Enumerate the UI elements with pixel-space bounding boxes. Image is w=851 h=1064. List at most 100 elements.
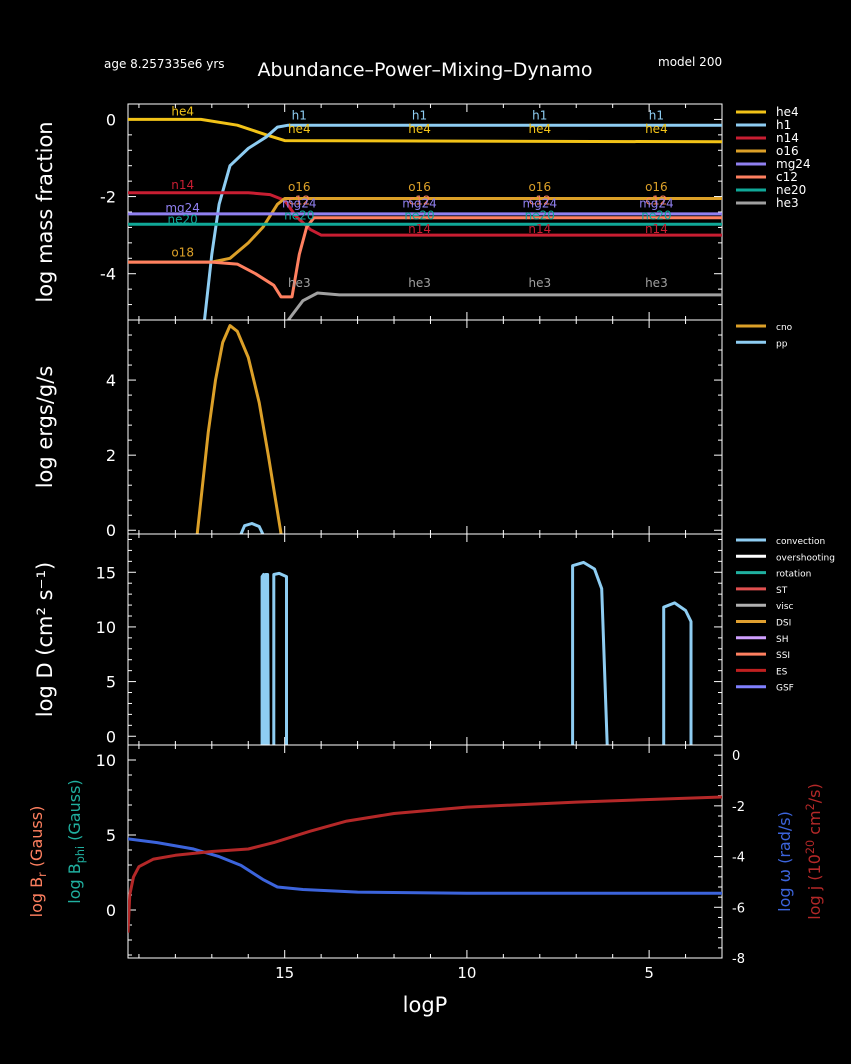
annotation-ne20: ne20 <box>641 209 671 223</box>
y-axis-label-power: log ergs/g/s <box>33 366 57 489</box>
annotation-n14: n14 <box>645 222 668 236</box>
annotation-o16: o16 <box>528 180 551 194</box>
y-axis-label-bphi-sub: log Bphi (Gauss) <box>65 779 87 903</box>
annotation-he4: he4 <box>288 122 311 136</box>
x-axis-label: logP <box>403 993 448 1017</box>
annotation-h1: h1 <box>532 108 547 122</box>
y-axis-label-abundance: log mass fraction <box>33 121 57 302</box>
panel-frame-mixing <box>127 533 723 746</box>
series-line-j <box>128 795 722 933</box>
y-tick-label: 0 <box>106 521 116 540</box>
legend-label-GSF: GSF <box>776 684 794 694</box>
y-tick-label: -4 <box>100 265 116 284</box>
legend-label-DSI: DSI <box>776 619 791 629</box>
y-tick-label: 10 <box>96 618 116 637</box>
panel-frame-power <box>127 319 723 535</box>
y-tick-label: 10 <box>96 751 116 770</box>
annotation-he4: he4 <box>528 122 551 136</box>
y-right-tick-label: -8 <box>732 952 745 967</box>
legend-label-ST: ST <box>776 586 788 596</box>
y-axis-label-omega: log ω (rad/s) <box>775 811 794 912</box>
series-line-he4 <box>128 117 722 144</box>
series-line-convection <box>662 601 693 745</box>
x-tick-label: 15 <box>275 964 294 982</box>
annotation-c12: c12 <box>645 193 667 207</box>
annotation-c12: c12 <box>529 193 551 207</box>
annotation-o16: o16 <box>408 180 431 194</box>
annotation-he4: he4 <box>645 122 668 136</box>
y-tick-label: 5 <box>106 826 116 845</box>
y-tick-label: 2 <box>106 446 116 465</box>
series-line-convection <box>571 560 609 745</box>
legend-label-SH: SH <box>776 635 788 645</box>
y-tick-label: 5 <box>106 673 116 692</box>
y-tick-label: 0 <box>106 110 116 129</box>
y-right-tick-label: -6 <box>732 901 745 916</box>
series-line-he3 <box>287 291 722 320</box>
series-line-convection <box>264 573 270 745</box>
annotation-c12: c12 <box>409 193 431 207</box>
annotation-c12: c12 <box>288 193 310 207</box>
legend-label-o16: o16 <box>776 144 799 158</box>
y-tick-label: 15 <box>96 563 116 582</box>
annotation-mg24: mg24 <box>639 196 674 210</box>
annotation-h1: h1 <box>292 108 307 122</box>
x-tick-label: 10 <box>457 964 476 982</box>
series-line-cno <box>195 324 283 534</box>
series-line-convection <box>260 573 267 745</box>
series-line-convection <box>272 571 288 745</box>
y-right-tick-label: -4 <box>732 851 745 866</box>
legend-label-overshooting: overshooting <box>776 553 835 563</box>
legend-label-he3: he3 <box>776 196 799 210</box>
annotation-h1: h1 <box>412 108 427 122</box>
legend-label-visc: visc <box>776 602 794 612</box>
legend-label-convection: convection <box>776 537 825 547</box>
annotation-n14: n14 <box>408 222 431 236</box>
chart-title: Abundance–Power–Mixing–Dynamo <box>258 59 593 81</box>
series-line-pp <box>239 522 265 534</box>
y-tick-label: 0 <box>106 727 116 746</box>
model-label: model 200 <box>658 55 722 69</box>
annotation-mg24: mg24 <box>402 196 437 210</box>
y-axis-label-j-sup: log j (1020 cm2/s) <box>804 783 824 919</box>
annotation-o16: o18 <box>171 245 194 259</box>
annotation-he3: he3 <box>408 276 431 290</box>
legend-label-ES: ES <box>776 667 788 677</box>
series-line-h1 <box>203 123 722 320</box>
y-right-tick-label: -2 <box>732 800 745 815</box>
annotation-he4: he4 <box>171 105 194 119</box>
annotation-mg24: mg24 <box>523 196 558 210</box>
legend-label-h1: h1 <box>776 118 791 132</box>
annotation-ne20: ne20 <box>404 209 434 223</box>
annotation-ne20: ne20 <box>284 209 314 223</box>
panel-frame-dynamo <box>127 744 723 959</box>
age-label: age 8.257335e6 yrs <box>104 57 225 71</box>
legend-label-rotation: rotation <box>776 570 811 580</box>
annotation-n14: n14 <box>171 178 194 192</box>
legend-label-pp: pp <box>776 339 788 349</box>
legend-label-he4: he4 <box>776 105 799 119</box>
annotation-he4: he4 <box>408 122 431 136</box>
annotation-ne20: ne20 <box>525 209 555 223</box>
y-right-tick-label: 0 <box>732 749 740 764</box>
y-tick-label: 0 <box>106 901 116 920</box>
annotation-he3: he3 <box>645 276 668 290</box>
annotation-o16: o16 <box>288 180 311 194</box>
y-axis-label-mixing: log D (cm² s⁻¹) <box>33 562 57 717</box>
legend-label-c12: c12 <box>776 170 798 184</box>
legend-label-ne20: ne20 <box>776 183 806 197</box>
annotation-h1: h1 <box>649 108 664 122</box>
legend-label-mg24: mg24 <box>776 157 811 171</box>
annotation-mg24: mg24 <box>165 201 200 215</box>
annotation-he3: he3 <box>288 276 311 290</box>
annotation-n14: n14 <box>528 222 551 236</box>
legend-label-cno: cno <box>776 323 793 333</box>
annotation-mg24: mg24 <box>282 196 317 210</box>
legend-label-SSI: SSI <box>776 651 790 661</box>
series-line-omega <box>128 837 722 895</box>
annotation-he3: he3 <box>528 276 551 290</box>
y-axis-label-br-sub: log Br (Gauss) <box>27 806 49 918</box>
x-tick-label: 5 <box>644 964 654 982</box>
annotation-o16: o16 <box>645 180 668 194</box>
